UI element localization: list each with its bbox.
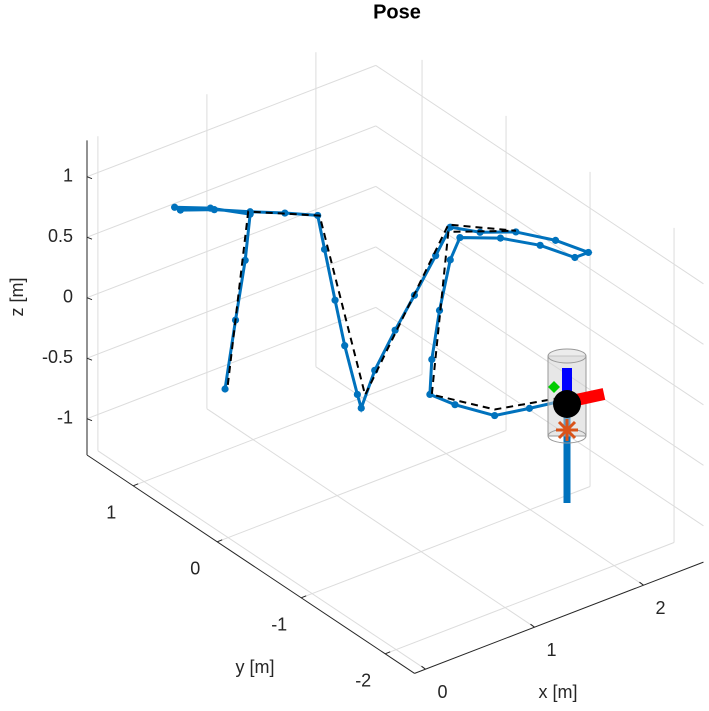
z-tick [86,176,93,180]
trajectory-point [446,256,454,264]
x-tick [530,623,535,628]
trajectory-point [571,253,579,262]
z-tick-label: -0.5 [42,347,73,367]
z-tick-label: 0 [63,286,73,306]
y-tick-label: 0 [190,559,200,579]
trajectory-point [341,342,349,350]
trajectory-point [171,203,179,211]
z-tick-label: 1 [63,165,73,185]
trajectory-point [512,228,520,236]
x-axis-label: x [m] [539,682,578,702]
grid [86,52,704,670]
trajectory-point [491,411,499,420]
grid-line [375,125,704,345]
y-tick [385,651,391,655]
grid-line [217,430,507,543]
y-tick-label: -1 [271,615,287,635]
z-tick-label: -1 [57,407,73,427]
y-tick [133,483,139,487]
grid-line [385,542,675,655]
y-axis [86,454,415,674]
grid-line [86,185,377,299]
trajectory-point [536,241,544,249]
y-tick [217,539,223,543]
x-tick-label: 0 [437,682,447,702]
trajectory-point [584,248,592,257]
grid-line [86,64,377,178]
trajectory-point [357,404,365,412]
trajectory-point [551,236,560,244]
y-tick-label: -2 [355,671,371,691]
drone-target [556,419,578,441]
z-tick [86,418,93,422]
grid-line [301,486,591,599]
trajectory-point [210,206,218,214]
trajectory-point [353,390,361,399]
drone-model [547,348,606,503]
x-tick-label: 2 [655,598,665,618]
z-axis-label: z [m] [7,278,27,317]
drone-cylinder-top [547,348,587,364]
reference-line [226,210,560,411]
trajectory-point [432,252,440,260]
y-tick-label: 1 [106,503,116,523]
z-tick [86,236,93,240]
trajectory-point [331,296,339,304]
trajectory-point [241,256,249,264]
grid-line [86,125,377,238]
x-tick [639,581,644,586]
trajectory-point [428,355,436,364]
y-tick [301,595,307,599]
axes: 0 1 2 -2 -1 0 1 -1 -0.5 0 0.5 1 [42,140,704,702]
y-axis-label: y [m] [236,657,275,677]
trajectory-point [221,385,229,393]
grid-line [206,408,535,628]
trajectory-point [176,206,185,214]
grid-line [86,306,377,420]
z-tick [86,297,93,301]
drone-body [553,390,581,418]
chart-title: Pose [373,1,421,23]
trajectory-point [451,401,459,409]
trajectory-point [525,404,534,412]
grid-line [375,246,704,466]
z-tick [86,357,93,361]
trajectory-point [435,306,444,314]
grid-line [315,366,644,586]
trajectory-point [456,233,464,242]
x-tick [421,665,426,670]
trajectory-point [281,209,289,217]
trajectory-point [496,234,505,242]
drone-y-axis [548,381,560,393]
grid-line [375,64,704,285]
z-tick-label: 0.5 [48,226,73,246]
grid-line [133,374,423,487]
trajectory-point [320,245,329,253]
x-axis [414,561,704,674]
grid-line [97,450,426,670]
grid-line [375,185,704,406]
x-tick-label: 1 [546,640,556,660]
grid-line [375,306,704,527]
